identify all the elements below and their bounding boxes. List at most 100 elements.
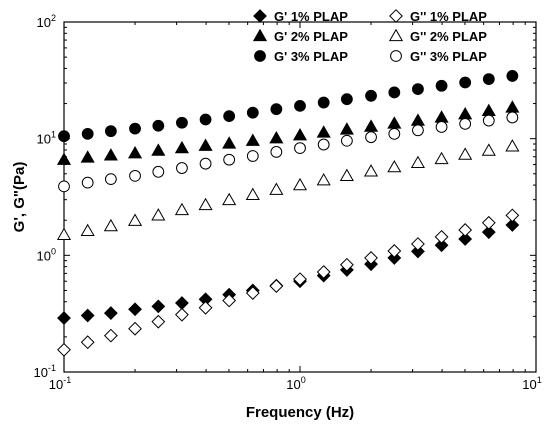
data-point (316, 125, 331, 138)
data-point (245, 133, 260, 146)
legend-label: G'' 2% PLAP (410, 29, 487, 44)
data-point (387, 244, 402, 258)
data-point (152, 165, 165, 178)
x-axis-label: Frequency (Hz) (246, 404, 354, 421)
data-point (364, 251, 378, 265)
data-point (80, 308, 95, 323)
data-point (80, 335, 95, 350)
data-point (223, 153, 236, 166)
data-point (104, 173, 117, 186)
data-point (80, 223, 95, 237)
data-point (292, 128, 308, 141)
y-tick-label: 100 (37, 246, 56, 263)
data-point (175, 307, 189, 322)
data-point (56, 152, 72, 165)
legend-label: G'' 1% PLAP (410, 9, 487, 24)
data-point (104, 125, 117, 138)
data-marks (56, 70, 520, 357)
data-point (103, 148, 118, 161)
data-point (458, 107, 473, 120)
data-point (198, 197, 213, 211)
data-point (129, 169, 141, 182)
data-point (505, 218, 520, 232)
data-point (340, 134, 353, 147)
data-point (245, 187, 260, 200)
data-point (412, 83, 424, 95)
y-axis-label: G', G"(Pa) (11, 162, 28, 233)
data-point (174, 140, 189, 154)
x-tick-label: 100 (286, 375, 305, 392)
data-point (152, 119, 165, 132)
data-point (363, 164, 379, 177)
y-tick-label: 10-1 (34, 363, 56, 380)
data-point (292, 177, 308, 191)
data-point (269, 182, 284, 195)
data-point (199, 113, 212, 126)
plot-frame (63, 21, 537, 373)
data-point (458, 232, 473, 246)
data-point (269, 130, 284, 144)
data-point (58, 130, 70, 143)
data-point (317, 138, 330, 151)
legend-entry: G' 1% PLAP (253, 9, 348, 24)
data-point (365, 89, 377, 102)
data-point (435, 121, 448, 133)
legend-entry: G' 2% PLAP (252, 28, 348, 44)
series-4 (56, 139, 520, 240)
data-point (294, 142, 306, 155)
data-point (434, 229, 449, 244)
legend-label: G' 1% PLAP (274, 9, 348, 24)
data-point (127, 146, 143, 159)
series-1 (57, 218, 520, 325)
data-point (363, 119, 379, 132)
x-tick-label: 101 (522, 375, 541, 392)
data-point (151, 143, 166, 156)
data-point (245, 286, 260, 300)
data-point (270, 103, 283, 116)
data-point (340, 93, 353, 106)
data-point (458, 223, 473, 237)
data-point (56, 227, 72, 240)
data-point (293, 272, 307, 287)
data-point (80, 150, 95, 163)
data-point (410, 155, 425, 169)
data-point (481, 143, 496, 156)
axis-ticks: 10-1 100 101 10-1 100 101 102 (34, 13, 542, 392)
data-point (129, 122, 141, 135)
data-point (246, 106, 259, 119)
data-point (151, 299, 166, 314)
legend-label: G' 2% PLAP (274, 29, 348, 44)
legend-marker (388, 28, 404, 42)
data-point (176, 162, 188, 174)
data-point (151, 208, 166, 221)
data-point (81, 127, 94, 140)
data-point (506, 70, 519, 82)
data-point (482, 73, 495, 86)
data-point (435, 79, 448, 92)
x-tick-label: 10-1 (49, 375, 71, 392)
legend-entry: G' 3% PLAP (254, 49, 348, 64)
data-point (481, 215, 496, 230)
data-point (387, 116, 402, 129)
legend-marker (390, 50, 402, 62)
data-point (339, 168, 354, 182)
series-5 (58, 70, 519, 143)
series-6 (58, 111, 519, 193)
data-point (317, 96, 330, 109)
data-point (246, 150, 259, 162)
data-point (198, 138, 213, 151)
data-point (128, 321, 142, 336)
data-point (410, 113, 425, 126)
legend-marker (252, 28, 268, 42)
legend-marker (389, 9, 403, 23)
data-point (269, 279, 284, 293)
legend: G' 1% PLAP G'' 1% PLAP G' 2% PLAP G'' 2% PL… (252, 9, 487, 64)
data-point (103, 306, 118, 320)
data-point (103, 218, 118, 232)
data-point (316, 265, 331, 279)
data-point (175, 296, 189, 310)
data-point (339, 257, 354, 272)
legend-marker (253, 9, 267, 23)
data-point (482, 114, 495, 127)
data-point (222, 136, 237, 149)
